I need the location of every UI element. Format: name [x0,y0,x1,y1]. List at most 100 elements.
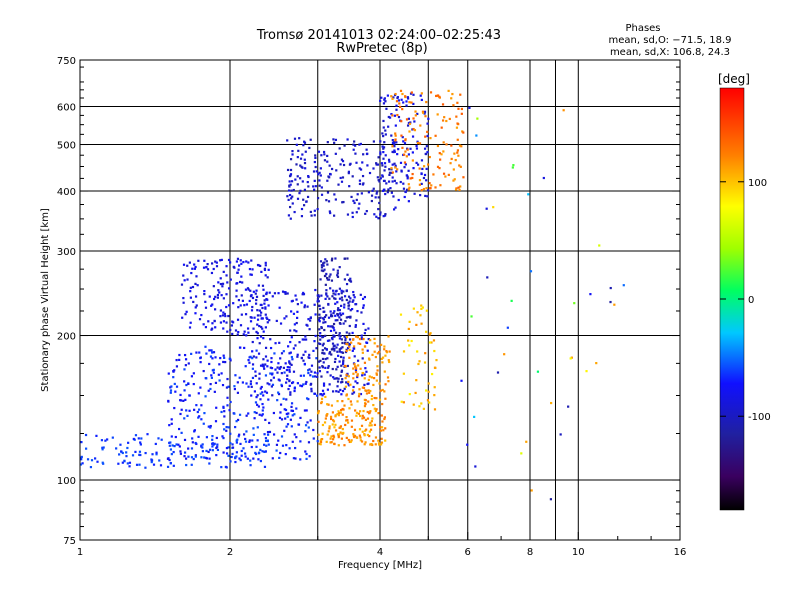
data-point [212,267,215,271]
data-point [368,171,372,175]
data-point [345,348,348,351]
data-point [326,191,330,194]
data-point [351,215,354,219]
data-point [191,437,194,440]
data-point [470,315,473,318]
data-point [382,102,386,105]
data-point [401,92,404,96]
data-point [106,438,109,441]
data-point [183,353,187,357]
data-point [426,151,429,154]
data-point [227,446,230,449]
data-point [361,372,365,375]
data-point [368,412,371,415]
data-point [220,372,223,375]
data-point [207,320,210,323]
data-point [351,331,354,335]
data-point [291,195,294,198]
data-point [138,453,141,456]
data-point [287,214,291,217]
data-point [296,355,299,358]
data-point [356,309,359,313]
data-point [334,198,337,201]
data-point [429,91,433,94]
data-point [377,179,380,182]
data-point [256,332,259,335]
data-point [334,152,337,155]
data-point [238,376,241,379]
data-point [442,150,445,153]
data-point [416,163,420,166]
data-point [453,152,456,155]
data-point [332,311,335,315]
data-point [317,342,320,345]
data-point [406,148,409,151]
data-point [352,293,355,297]
data-point [255,330,258,334]
data-point [256,263,260,267]
data-point [334,331,338,334]
data-point [370,394,374,398]
data-point [436,165,440,168]
data-point [266,439,270,442]
data-point [421,167,424,171]
data-point [285,425,288,428]
data-point [366,349,369,352]
data-point [347,438,350,442]
data-point [282,366,285,369]
data-point [359,168,363,171]
data-point [247,412,250,415]
data-point [291,440,294,443]
data-point [193,263,196,266]
data-point [80,440,83,444]
data-point [222,297,225,300]
data-point [203,259,206,262]
data-point [382,119,385,123]
data-point [291,150,294,153]
data-point [277,378,280,381]
data-point [302,359,305,362]
scatter-points [79,89,625,501]
data-point [397,115,401,119]
data-point [598,244,601,247]
data-point [229,278,232,281]
data-point [365,392,369,395]
data-point [510,299,513,302]
data-point [358,202,361,205]
data-point [391,176,394,179]
data-point [346,382,350,385]
data-point [345,436,348,440]
data-point [201,443,204,446]
data-point [264,418,267,421]
data-point [351,349,354,352]
data-point [348,332,351,335]
data-point [323,315,327,319]
data-point [382,189,385,192]
data-point [190,447,194,450]
data-point [290,402,294,405]
data-point [215,406,218,409]
data-point [275,443,279,446]
data-point [358,337,362,341]
data-point [222,436,225,440]
data-point [263,443,266,446]
data-point [307,426,310,429]
data-point [270,379,273,382]
data-point [441,103,445,106]
data-point [318,366,321,369]
data-point [302,353,305,356]
data-point [322,150,326,154]
data-point [419,314,422,317]
data-point [334,257,337,260]
data-point [214,326,217,329]
data-point [190,271,193,275]
data-point [254,302,258,305]
data-point [286,139,289,142]
data-point [261,450,264,453]
data-point [322,262,325,265]
data-point [300,356,303,360]
data-point [383,416,387,419]
data-point [205,457,209,460]
data-point [372,377,376,380]
data-point [356,193,359,196]
